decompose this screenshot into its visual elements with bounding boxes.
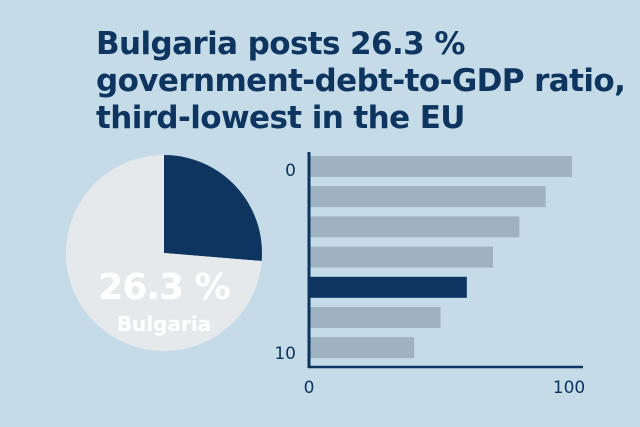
pie-slice-rest — [65, 155, 262, 351]
bar — [309, 156, 572, 177]
title-line-1: Bulgaria posts 26.3 % — [96, 26, 465, 62]
pie-slice-bulgaria — [164, 155, 262, 261]
y-tick-label-top: 0 — [285, 161, 296, 181]
bar — [309, 307, 441, 328]
y-tick-label-bottom: 10 — [274, 344, 296, 364]
bar-highlight — [309, 276, 467, 298]
bar — [309, 216, 520, 238]
bar — [309, 246, 494, 268]
bar-series — [309, 156, 572, 359]
pie-value-label: 26.3 % — [98, 267, 230, 308]
bar — [309, 337, 415, 359]
chart-title: Bulgaria posts 26.3 % government-debt-to… — [96, 26, 626, 137]
bar-chart: 0 10 0 100 — [274, 152, 585, 398]
x-tick-label-right: 100 — [553, 378, 585, 398]
title-line-3: third-lowest in the EU — [96, 100, 465, 136]
pie-chart — [65, 155, 262, 351]
pie-country-label: Bulgaria — [116, 312, 212, 336]
x-tick-label-left: 0 — [304, 378, 315, 398]
title-line-2: government-debt-to-GDP ratio, — [96, 63, 626, 99]
bar — [309, 186, 546, 208]
